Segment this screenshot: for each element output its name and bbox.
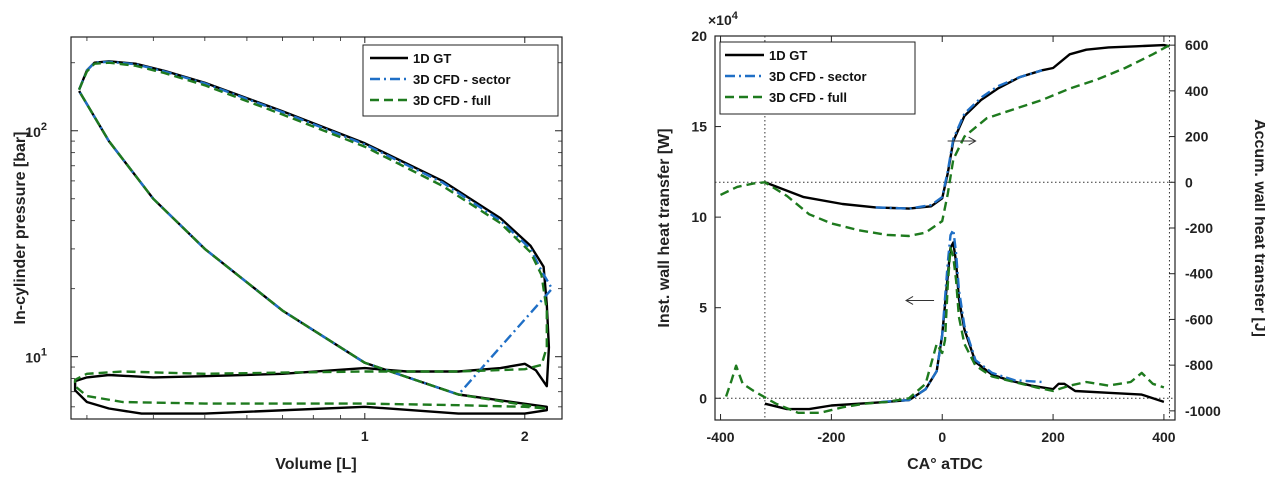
right-y2-tick-label: -1000 xyxy=(1185,403,1221,419)
right-legend-label: 3D CFD - full xyxy=(769,90,847,105)
arrow-left-icon xyxy=(905,296,914,305)
right-y-tick-label: 20 xyxy=(691,28,707,44)
right-legend: 1D GT 3D CFD - sector 3D CFD - full xyxy=(719,41,916,115)
y-exponent-label: ×104 xyxy=(708,10,739,28)
left-y-axis-label: In-cylinder pressure [bar] xyxy=(12,132,29,325)
right-y-tick-label: 10 xyxy=(691,209,707,225)
right-y2-axis-label: Accum. wall heat transfer [J] xyxy=(1251,119,1265,337)
right-x-tick-label: 200 xyxy=(1041,429,1065,445)
accum-series-line-1 xyxy=(764,43,1170,210)
right-y-tick-label: 15 xyxy=(691,119,707,135)
y-exponent-base: ×10 xyxy=(708,12,732,28)
right-y2-tick-label: -800 xyxy=(1185,357,1213,373)
left-plot-frame xyxy=(70,36,563,420)
right-x-tick-label: 400 xyxy=(1152,429,1176,445)
right-legend-label: 3D CFD - sector xyxy=(769,69,867,84)
left-legend: 1D GT 3D CFD - sector 3D CFD - full xyxy=(362,44,559,117)
left-legend-label: 1D GT xyxy=(413,51,451,66)
right-x-tick-label: -400 xyxy=(707,429,735,445)
left-series-lines xyxy=(73,60,554,415)
left-series-line-3 xyxy=(73,61,548,410)
right-x-tick-label: -200 xyxy=(817,429,845,445)
left-x-axis-label: Volume [L] xyxy=(275,456,356,473)
right-ticks: -400 -200 0 200 400 0 5 10 15 20 -1000 -800 -600 -400… xyxy=(691,28,1221,445)
right-y-tick-label: 5 xyxy=(699,300,707,316)
right-x-axis-label: CA° aTDC xyxy=(907,456,983,473)
heat-transfer-chart: -400 -200 0 200 400 0 5 10 15 20 -1000 -800 -600 -400… xyxy=(656,10,1265,473)
right-y2-tick-label: 0 xyxy=(1185,174,1193,190)
left-ticks: 1 2 101 102 xyxy=(25,37,562,444)
right-direction-arrows xyxy=(905,136,977,305)
arrow-right-icon xyxy=(968,136,977,146)
right-y2-tick-label: -400 xyxy=(1185,266,1213,282)
right-y2-tick-label: 200 xyxy=(1185,129,1209,145)
right-y2-tick-label: -200 xyxy=(1185,220,1213,236)
inst-series-line-2 xyxy=(881,228,1043,404)
left-y-tick-label: 101 xyxy=(25,347,47,366)
right-y-tick-label: 0 xyxy=(699,390,707,406)
inst-series-line-3 xyxy=(724,246,1165,414)
right-y-axis-label: Inst. wall heat transfer [W] xyxy=(656,128,673,327)
right-series-lines xyxy=(719,43,1171,414)
right-y2-tick-label: -600 xyxy=(1185,311,1213,327)
pressure-volume-chart: 1 2 101 102 Volume [L] In-cylinder pressure… xyxy=(12,36,563,473)
right-x-tick-label: 0 xyxy=(938,429,946,445)
right-legend-label: 1D GT xyxy=(769,48,807,63)
left-legend-label: 3D CFD - sector xyxy=(413,72,511,87)
accum-series-line-2 xyxy=(875,69,1043,210)
left-y-tick-label: 102 xyxy=(25,121,47,140)
right-y2-tick-label: 400 xyxy=(1185,83,1209,99)
right-y2-tick-label: 600 xyxy=(1185,37,1209,53)
y-exponent-power: 4 xyxy=(732,10,739,22)
accum-series-line-3 xyxy=(719,44,1171,238)
left-legend-label: 3D CFD - full xyxy=(413,93,491,108)
left-x-tick-label: 1 xyxy=(361,428,369,444)
left-x-tick-label: 2 xyxy=(521,428,529,444)
